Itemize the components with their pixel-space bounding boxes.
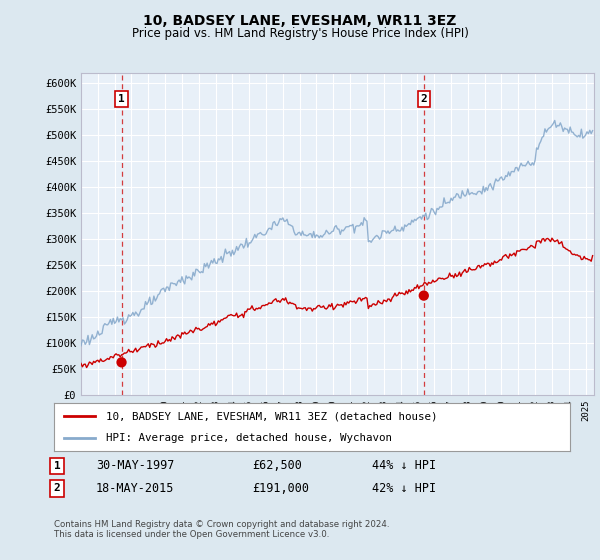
Text: 10, BADSEY LANE, EVESHAM, WR11 3EZ: 10, BADSEY LANE, EVESHAM, WR11 3EZ [143,14,457,28]
Text: 1: 1 [118,94,125,104]
Text: £62,500: £62,500 [252,459,302,473]
Text: 2: 2 [53,483,61,493]
Text: 44% ↓ HPI: 44% ↓ HPI [372,459,436,473]
Point [117,358,127,367]
Text: 2: 2 [421,94,427,104]
Text: 10, BADSEY LANE, EVESHAM, WR11 3EZ (detached house): 10, BADSEY LANE, EVESHAM, WR11 3EZ (deta… [106,411,437,421]
Text: Price paid vs. HM Land Registry's House Price Index (HPI): Price paid vs. HM Land Registry's House … [131,27,469,40]
Text: £191,000: £191,000 [252,482,309,495]
Text: HPI: Average price, detached house, Wychavon: HPI: Average price, detached house, Wych… [106,433,392,443]
Text: 1: 1 [53,461,61,471]
Text: 42% ↓ HPI: 42% ↓ HPI [372,482,436,495]
Text: 18-MAY-2015: 18-MAY-2015 [96,482,175,495]
Text: Contains HM Land Registry data © Crown copyright and database right 2024.
This d: Contains HM Land Registry data © Crown c… [54,520,389,539]
Point [419,291,428,300]
Text: 30-MAY-1997: 30-MAY-1997 [96,459,175,473]
